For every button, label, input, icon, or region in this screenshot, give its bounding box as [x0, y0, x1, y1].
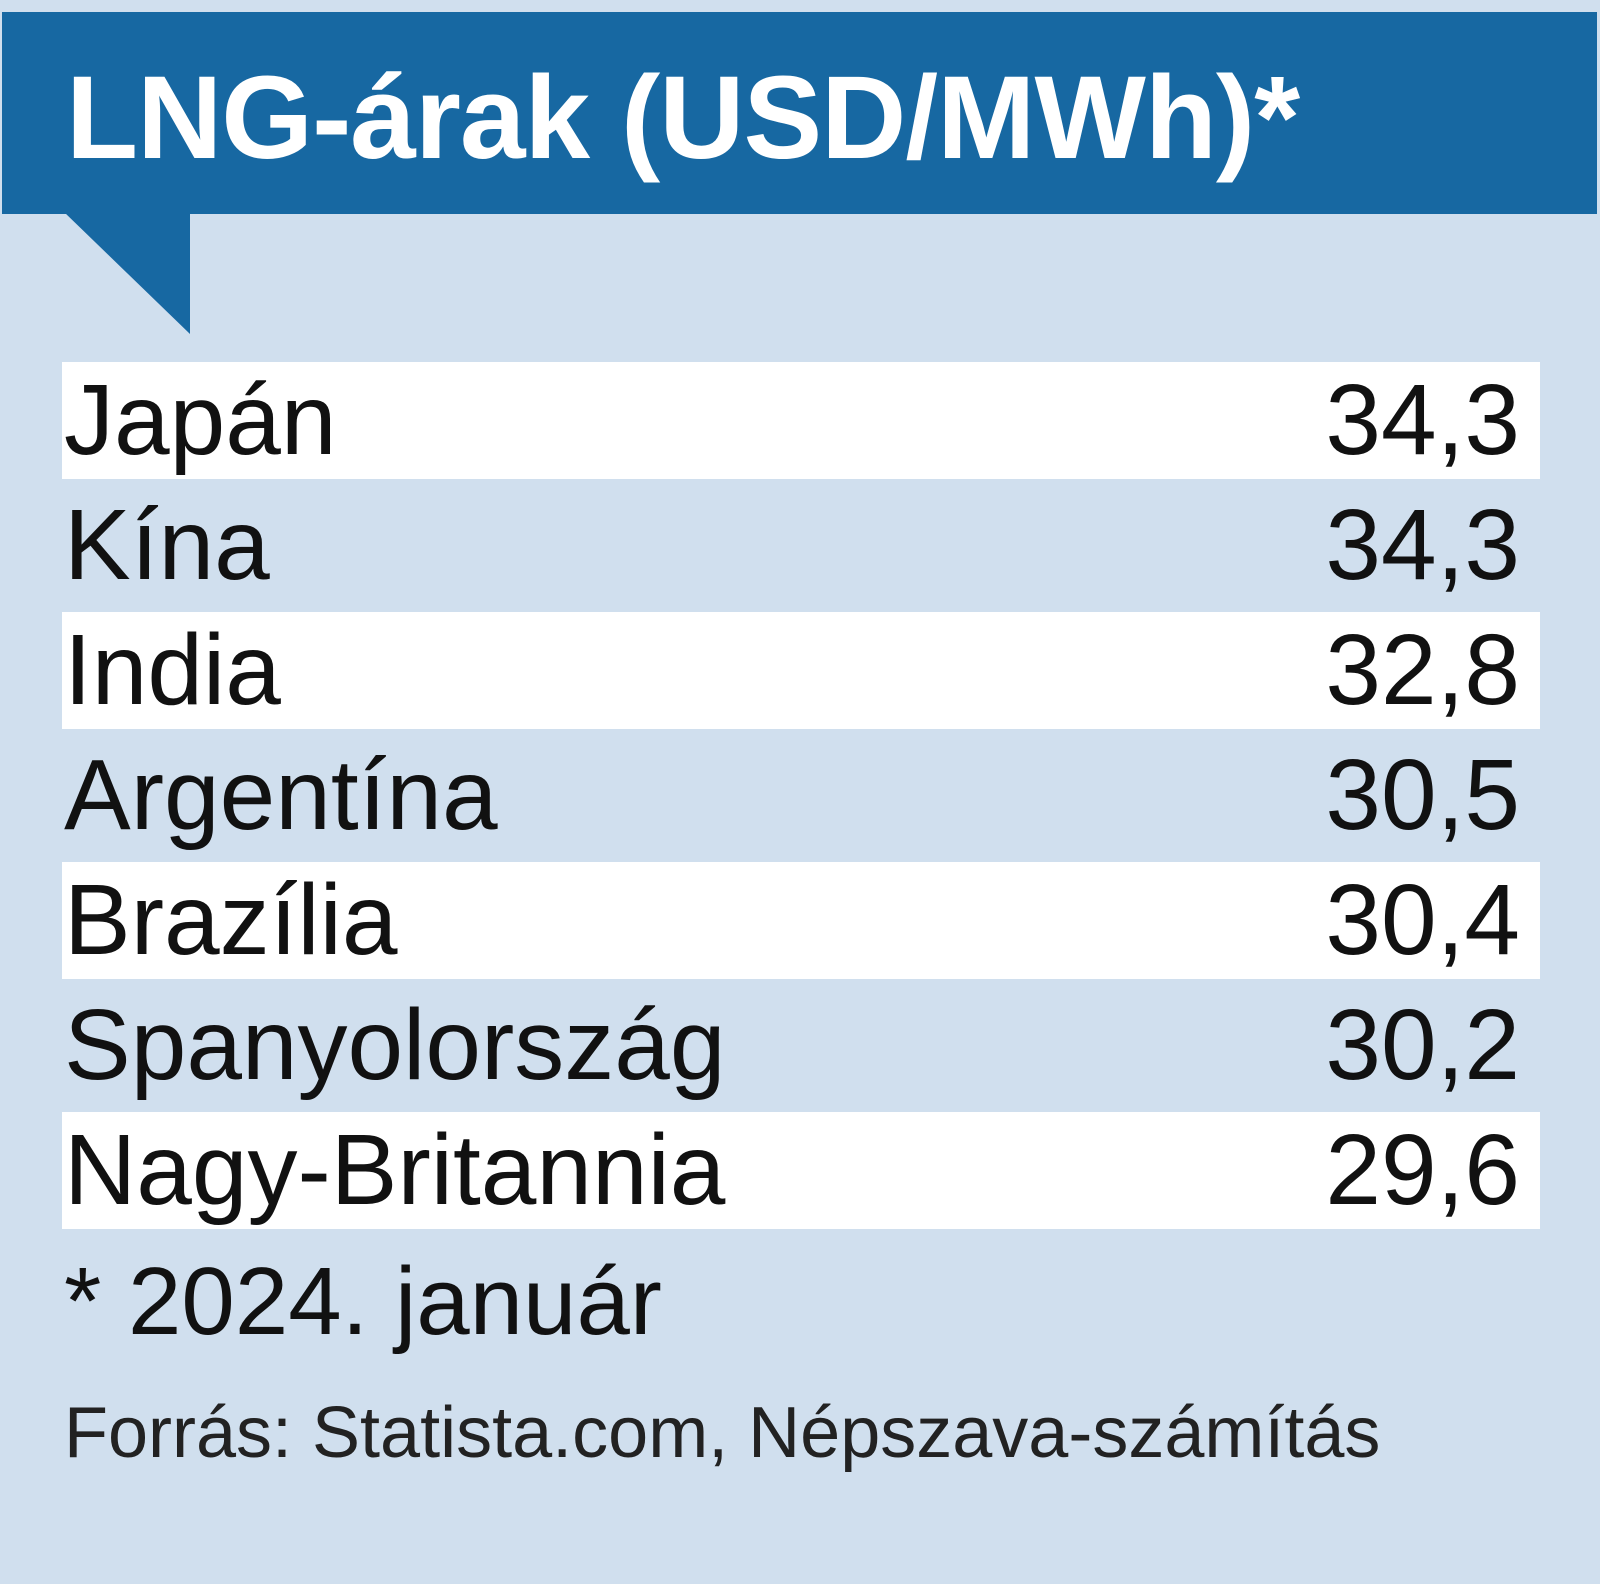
banner-pointer	[64, 212, 190, 334]
price-value: 34,3	[1325, 364, 1520, 476]
price-value: 30,2	[1325, 989, 1520, 1101]
footnote: * 2024. január	[64, 1248, 662, 1355]
table-row: Argentína 30,5	[62, 737, 1540, 854]
price-value: 29,6	[1325, 1114, 1520, 1226]
country-label: Nagy-Britannia	[64, 1114, 726, 1226]
country-label: India	[64, 614, 281, 726]
table-row: Kína 34,3	[62, 487, 1540, 604]
source-note: Forrás: Statista.com, Népszava-számítás	[64, 1393, 1381, 1473]
price-value: 34,3	[1325, 489, 1520, 601]
table-row: Spanyolország 30,2	[62, 987, 1540, 1104]
table-row: India 32,8	[62, 612, 1540, 729]
table-row: Japán 34,3	[62, 362, 1540, 479]
country-label: Kína	[64, 489, 270, 601]
price-value: 32,8	[1325, 614, 1520, 726]
table-row: Nagy-Britannia 29,6	[62, 1112, 1540, 1229]
country-label: Argentína	[64, 739, 498, 851]
country-label: Japán	[64, 364, 337, 476]
price-table: Japán 34,3 Kína 34,3 India 32,8 Argentína 30,5 B…	[62, 362, 1540, 1237]
price-value: 30,5	[1325, 739, 1520, 851]
table-row: Brazília 30,4	[62, 862, 1540, 979]
country-label: Brazília	[64, 864, 398, 976]
title-banner: LNG-árak (USD/MWh)*	[2, 12, 1597, 214]
country-label: Spanyolország	[64, 989, 726, 1101]
price-value: 30,4	[1325, 864, 1520, 976]
chart-title: LNG-árak (USD/MWh)*	[66, 52, 1300, 184]
